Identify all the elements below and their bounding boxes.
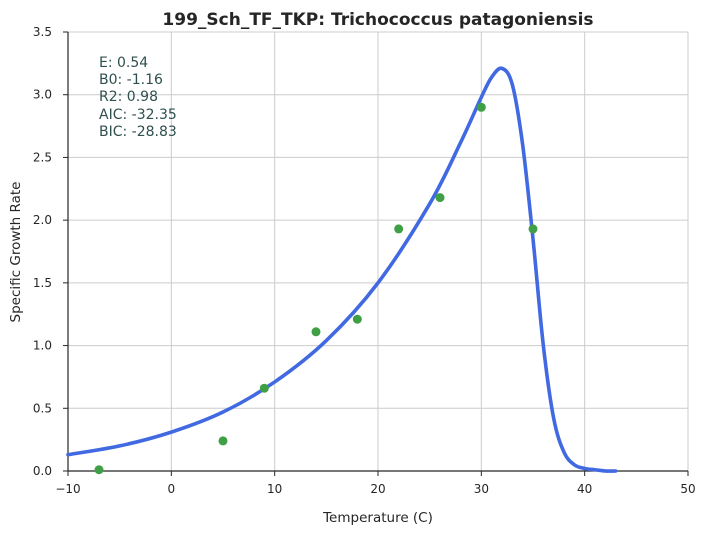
y-tick-label: 1.5 bbox=[33, 276, 52, 290]
stat-r2: R2: 0.98 bbox=[99, 89, 158, 105]
data-point bbox=[476, 102, 486, 112]
data-points bbox=[94, 102, 538, 475]
y-axis-label: Specific Growth Rate bbox=[8, 182, 24, 323]
x-tick-label: 50 bbox=[680, 482, 695, 496]
x-tick-label: 30 bbox=[474, 482, 489, 496]
y-tick-label: 2.0 bbox=[33, 213, 52, 227]
y-tick-label: 3.5 bbox=[33, 25, 52, 39]
stat-bic: BIC: -28.83 bbox=[99, 124, 177, 140]
data-point bbox=[311, 327, 321, 337]
x-axis-label: Temperature (C) bbox=[322, 510, 433, 526]
data-point bbox=[352, 314, 362, 324]
stat-aic: AIC: -32.35 bbox=[99, 107, 177, 123]
stats-annotation: E: 0.54 B0: -1.16 R2: 0.98 AIC: -32.35 B… bbox=[99, 55, 177, 140]
fit-curve bbox=[66, 66, 618, 473]
axes bbox=[63, 31, 689, 476]
stat-e: E: 0.54 bbox=[99, 55, 148, 71]
y-tick-label: 0.0 bbox=[33, 464, 52, 478]
data-point bbox=[218, 436, 228, 446]
chart-title: 199_Sch_TF_TKP: Trichococcus patagoniens… bbox=[162, 10, 593, 30]
data-point bbox=[94, 465, 104, 475]
data-point bbox=[528, 224, 538, 234]
x-tick-label: −10 bbox=[55, 482, 80, 496]
y-tick-label: 3.0 bbox=[33, 88, 52, 102]
x-tick-label: 0 bbox=[168, 482, 176, 496]
y-tick-labels: 0.0 0.5 1.0 1.5 2.0 2.5 3.0 3.5 bbox=[33, 25, 52, 478]
x-tick-label: 40 bbox=[577, 482, 592, 496]
data-point bbox=[259, 383, 269, 393]
data-point bbox=[435, 193, 445, 203]
y-tick-label: 0.5 bbox=[33, 401, 52, 415]
data-point bbox=[394, 224, 404, 234]
x-tick-label: 20 bbox=[370, 482, 385, 496]
y-tick-label: 2.5 bbox=[33, 150, 52, 164]
x-tick-label: 10 bbox=[267, 482, 282, 496]
series-line bbox=[66, 66, 618, 473]
stat-b0: B0: -1.16 bbox=[99, 72, 163, 88]
x-tick-labels: −10 0 10 20 30 40 50 bbox=[55, 482, 695, 496]
y-tick-label: 1.0 bbox=[33, 339, 52, 353]
grid-lines bbox=[68, 31, 689, 471]
